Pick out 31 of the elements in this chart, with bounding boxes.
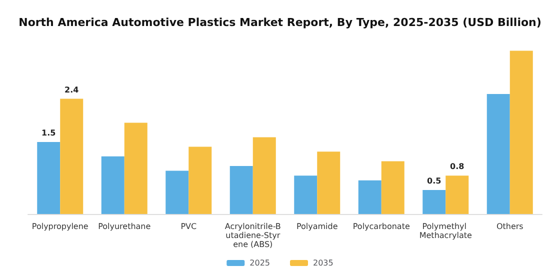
x-tick-label: Polymethyl Methacrylate [419, 222, 472, 240]
bar [230, 166, 253, 214]
bar [294, 176, 318, 214]
x-tick-label: Polyurethane [98, 222, 151, 231]
bar [422, 190, 446, 214]
legend-label: 2025 [250, 258, 270, 268]
bar [317, 152, 340, 214]
chart-title: North America Automotive Plastics Market Report, By Type, 2025-2035 (USD Billion) [18, 16, 542, 29]
bar [60, 98, 84, 214]
x-tick-label: Others [496, 222, 524, 231]
x-tick-label: Polycarbonate [352, 222, 410, 231]
data-label: 1.5 [42, 128, 56, 138]
x-tick-label: PVC [180, 222, 197, 231]
legend-label: 2035 [313, 258, 334, 268]
data-label: 0.8 [450, 162, 465, 172]
bar [446, 176, 469, 214]
bar [37, 142, 60, 214]
bar [188, 146, 212, 214]
x-tick-label: Polypropylene [32, 222, 88, 231]
bar [510, 50, 533, 214]
x-tick-label: Polyamide [296, 222, 338, 231]
bar [486, 94, 510, 214]
bar [252, 137, 276, 214]
data-label: 0.5 [427, 176, 442, 186]
bar [358, 180, 382, 214]
bar [166, 170, 189, 214]
bar [124, 122, 148, 214]
bar [381, 161, 404, 214]
bar [101, 156, 124, 214]
x-tick-label: Acrylonitrile-Butadiene-Styrene (ABS) [224, 222, 281, 249]
data-label: 2.4 [64, 85, 80, 94]
